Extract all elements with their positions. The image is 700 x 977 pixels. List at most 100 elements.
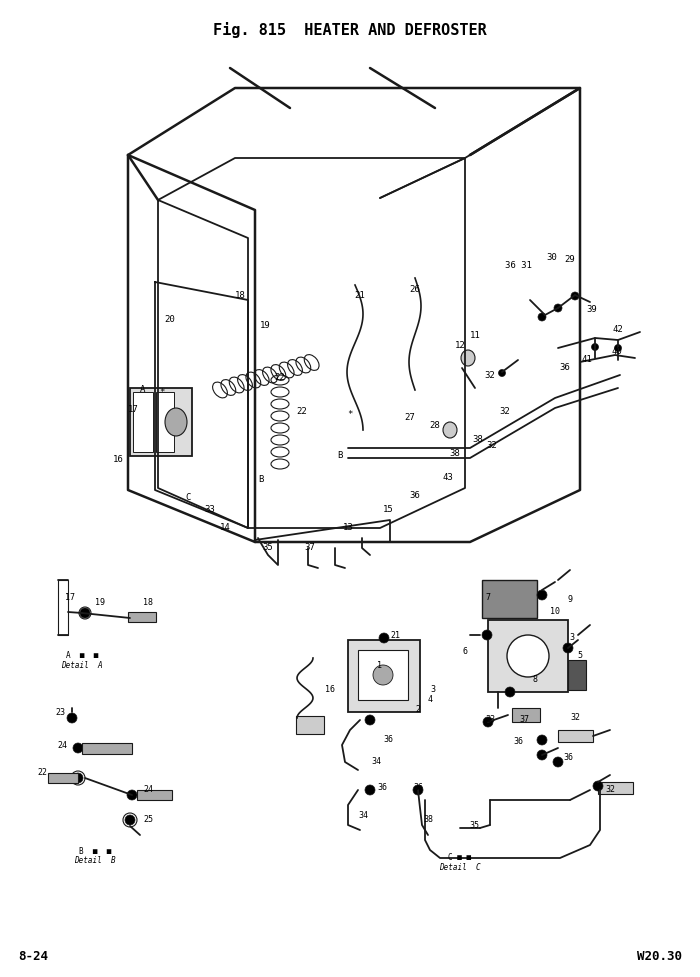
Bar <box>128 612 156 622</box>
Text: 36: 36 <box>413 784 423 792</box>
Circle shape <box>379 633 389 643</box>
Bar <box>558 730 593 742</box>
Circle shape <box>482 630 492 640</box>
Circle shape <box>537 750 547 760</box>
Text: Detail  A: Detail A <box>61 661 103 670</box>
Ellipse shape <box>165 408 187 436</box>
Bar <box>156 392 174 452</box>
Circle shape <box>553 757 563 767</box>
Text: B: B <box>337 450 343 459</box>
Text: 12: 12 <box>454 341 466 350</box>
Text: 3: 3 <box>570 633 575 643</box>
Text: 36 31: 36 31 <box>505 261 531 270</box>
Text: 13: 13 <box>342 524 354 532</box>
Text: Detail  C: Detail C <box>439 863 481 872</box>
Text: B: B <box>258 476 264 485</box>
Text: Detail  B: Detail B <box>74 856 116 865</box>
Text: 33: 33 <box>204 505 216 515</box>
Text: W20.30: W20.30 <box>637 950 682 963</box>
Bar <box>130 388 192 456</box>
Text: 36: 36 <box>383 736 393 744</box>
Circle shape <box>365 785 375 795</box>
Text: 32: 32 <box>605 786 615 794</box>
Circle shape <box>538 313 546 321</box>
Text: 29: 29 <box>565 256 575 265</box>
Text: 35: 35 <box>469 821 479 829</box>
Text: 2: 2 <box>416 705 421 714</box>
Text: 32: 32 <box>570 713 580 723</box>
Bar <box>482 580 537 618</box>
Text: 38: 38 <box>449 448 461 457</box>
Text: 7: 7 <box>486 593 491 603</box>
Circle shape <box>365 715 375 725</box>
Text: 39: 39 <box>587 306 597 315</box>
Ellipse shape <box>373 665 393 685</box>
Bar <box>82 743 132 754</box>
Text: 37: 37 <box>519 715 529 725</box>
Bar <box>48 773 78 783</box>
Text: 42: 42 <box>612 325 624 334</box>
Circle shape <box>127 790 137 800</box>
Circle shape <box>73 743 83 753</box>
Text: 33: 33 <box>485 715 495 725</box>
Text: *: * <box>347 410 353 419</box>
Text: 38: 38 <box>423 816 433 825</box>
Bar <box>133 392 153 452</box>
Circle shape <box>537 590 547 600</box>
Text: 30: 30 <box>547 253 557 263</box>
Text: 21: 21 <box>355 290 365 300</box>
Ellipse shape <box>461 350 475 366</box>
Text: 36: 36 <box>563 753 573 762</box>
Text: 17: 17 <box>127 405 139 414</box>
Bar <box>296 716 324 734</box>
Text: 14: 14 <box>220 524 230 532</box>
Text: 8: 8 <box>533 675 538 685</box>
Text: 4: 4 <box>428 696 433 704</box>
Text: 6: 6 <box>463 648 468 657</box>
Text: 26: 26 <box>410 285 421 294</box>
Bar <box>58 580 68 635</box>
Text: 32: 32 <box>500 407 510 416</box>
Text: 40: 40 <box>612 348 622 357</box>
Text: 36: 36 <box>410 490 421 499</box>
Text: 19: 19 <box>260 320 270 329</box>
Bar <box>348 640 420 712</box>
Bar <box>512 708 540 722</box>
Text: 20: 20 <box>164 316 176 324</box>
Text: A: A <box>140 386 146 395</box>
Text: 19: 19 <box>95 598 105 607</box>
Ellipse shape <box>507 635 549 677</box>
Text: 16: 16 <box>325 686 335 695</box>
Text: 22: 22 <box>297 407 307 416</box>
Circle shape <box>505 687 515 697</box>
Text: 18: 18 <box>143 598 153 607</box>
Circle shape <box>554 304 562 312</box>
Text: B  ■  ■: B ■ ■ <box>79 847 111 856</box>
Circle shape <box>537 735 547 745</box>
Circle shape <box>73 773 83 783</box>
Text: A  ■  ■: A ■ ■ <box>66 651 98 660</box>
Text: *: * <box>160 388 164 397</box>
Circle shape <box>125 815 135 825</box>
Text: 23: 23 <box>55 708 65 717</box>
Circle shape <box>615 345 622 352</box>
Circle shape <box>593 781 603 791</box>
Text: C: C <box>186 493 190 502</box>
Text: 1: 1 <box>377 660 382 669</box>
Bar <box>358 650 408 700</box>
Text: 5: 5 <box>578 651 582 659</box>
Text: 22: 22 <box>37 768 47 777</box>
Text: C ■ ■: C ■ ■ <box>449 853 472 862</box>
Circle shape <box>571 292 579 300</box>
Circle shape <box>498 369 505 376</box>
Text: 36: 36 <box>559 363 570 372</box>
Text: 3: 3 <box>430 686 435 695</box>
Bar <box>488 620 568 692</box>
Circle shape <box>563 643 573 653</box>
Text: 22: 22 <box>274 373 286 383</box>
Text: 10: 10 <box>550 608 560 616</box>
Bar <box>598 782 633 794</box>
Ellipse shape <box>443 422 457 438</box>
Text: 36: 36 <box>513 738 523 746</box>
Circle shape <box>67 713 77 723</box>
